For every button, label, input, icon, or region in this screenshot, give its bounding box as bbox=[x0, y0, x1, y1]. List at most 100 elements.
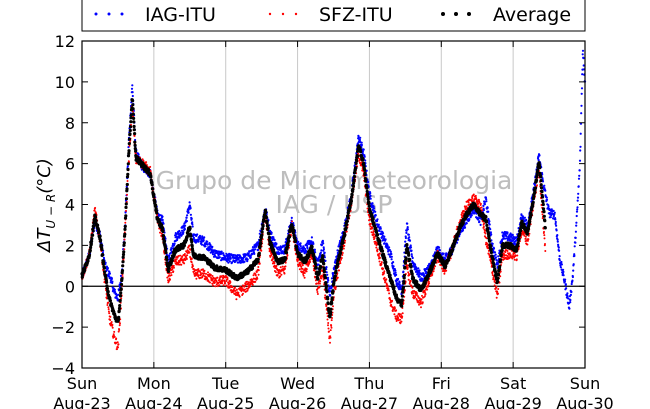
data-point bbox=[192, 268, 195, 270]
data-point bbox=[543, 184, 546, 187]
data-point bbox=[199, 271, 202, 274]
data-point bbox=[438, 246, 441, 249]
data-point bbox=[581, 73, 584, 76]
data-point bbox=[544, 250, 547, 252]
data-point bbox=[91, 229, 95, 233]
data-point bbox=[327, 324, 329, 327]
data-point bbox=[284, 250, 289, 255]
data-point bbox=[497, 255, 500, 258]
data-point bbox=[431, 273, 434, 275]
data-point bbox=[126, 193, 128, 196]
data-point bbox=[303, 272, 306, 274]
data-point bbox=[229, 281, 232, 284]
data-point bbox=[186, 214, 189, 217]
series-average bbox=[80, 98, 547, 323]
data-point bbox=[214, 285, 217, 288]
data-point bbox=[119, 287, 123, 291]
data-point bbox=[370, 231, 373, 234]
data-point bbox=[338, 269, 340, 272]
data-point bbox=[164, 248, 168, 252]
data-point bbox=[376, 218, 379, 221]
data-point bbox=[344, 239, 347, 242]
data-point bbox=[351, 184, 355, 188]
data-point bbox=[354, 161, 358, 165]
data-point bbox=[397, 277, 400, 281]
data-point bbox=[578, 174, 581, 177]
data-point bbox=[170, 248, 173, 251]
data-point bbox=[510, 235, 513, 238]
legend-label-iag-itu: IAG-ITU bbox=[145, 4, 216, 26]
data-point bbox=[187, 209, 190, 212]
data-point bbox=[131, 91, 134, 94]
data-point bbox=[260, 249, 263, 252]
data-point bbox=[172, 264, 175, 267]
data-point bbox=[424, 292, 427, 295]
data-point bbox=[480, 206, 483, 209]
data-point bbox=[569, 293, 573, 296]
data-point bbox=[131, 107, 135, 111]
data-point bbox=[378, 252, 381, 255]
data-point bbox=[325, 271, 328, 274]
data-point bbox=[191, 221, 194, 224]
data-point bbox=[421, 301, 424, 304]
data-point bbox=[128, 128, 132, 133]
data-point bbox=[175, 258, 178, 261]
data-point bbox=[94, 206, 97, 209]
data-point bbox=[256, 277, 259, 280]
data-point bbox=[577, 192, 580, 195]
legend-marker-sfz-itu bbox=[268, 12, 272, 16]
data-point bbox=[478, 201, 481, 204]
data-point bbox=[336, 262, 340, 266]
data-point bbox=[468, 218, 471, 221]
data-point bbox=[265, 221, 269, 225]
data-point bbox=[387, 287, 390, 290]
data-point bbox=[541, 217, 544, 220]
data-point bbox=[336, 276, 339, 279]
data-point bbox=[128, 144, 131, 147]
data-point bbox=[329, 310, 333, 314]
data-point bbox=[406, 226, 409, 229]
data-point bbox=[237, 291, 240, 294]
data-point bbox=[180, 263, 183, 266]
data-point bbox=[345, 222, 349, 227]
data-point bbox=[564, 278, 567, 281]
data-point bbox=[105, 280, 109, 284]
data-point bbox=[119, 274, 123, 277]
data-point bbox=[125, 209, 127, 212]
data-point bbox=[386, 244, 389, 247]
data-point bbox=[192, 236, 195, 239]
data-point bbox=[322, 270, 326, 274]
data-point bbox=[333, 278, 337, 282]
data-point bbox=[524, 237, 527, 240]
data-point bbox=[503, 254, 506, 257]
data-point bbox=[496, 262, 500, 265]
data-point bbox=[421, 294, 423, 297]
data-point bbox=[189, 234, 193, 238]
data-point bbox=[299, 245, 302, 248]
data-point bbox=[274, 271, 277, 274]
data-point bbox=[378, 260, 381, 263]
data-point bbox=[372, 230, 375, 233]
data-point bbox=[326, 276, 330, 279]
data-point bbox=[183, 228, 186, 231]
data-point bbox=[354, 166, 358, 170]
data-point bbox=[526, 239, 529, 242]
data-point bbox=[133, 132, 137, 136]
data-point bbox=[397, 319, 400, 322]
data-point bbox=[382, 267, 385, 270]
data-point bbox=[117, 315, 121, 319]
data-point bbox=[173, 266, 175, 269]
data-point bbox=[357, 135, 360, 138]
data-point bbox=[577, 185, 580, 188]
data-point bbox=[191, 225, 194, 228]
data-point bbox=[329, 341, 331, 344]
data-point bbox=[191, 265, 194, 268]
data-point bbox=[147, 168, 151, 172]
data-point bbox=[317, 258, 320, 261]
data-point bbox=[477, 198, 480, 201]
data-point bbox=[383, 276, 386, 279]
data-point bbox=[116, 341, 119, 344]
data-point bbox=[319, 251, 322, 254]
data-point bbox=[362, 148, 365, 151]
data-point bbox=[558, 259, 561, 262]
